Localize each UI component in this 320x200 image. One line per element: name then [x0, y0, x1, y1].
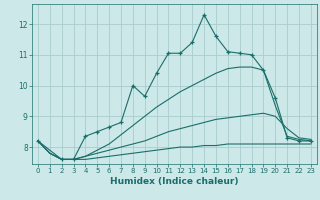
X-axis label: Humidex (Indice chaleur): Humidex (Indice chaleur) [110, 177, 239, 186]
